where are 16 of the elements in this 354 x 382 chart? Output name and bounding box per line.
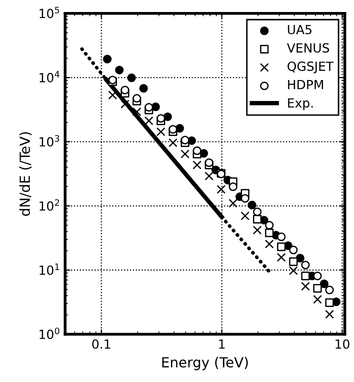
legend-label: QGSJET (288, 62, 334, 74)
legend-label: Exp. (288, 98, 313, 110)
x-tick-label: 1 (219, 339, 225, 349)
y-tick-label: 10$^{3}$ (40, 135, 60, 147)
y-tick-label: 10$^{2}$ (40, 199, 59, 211)
x-axis-title: Energy (TeV) (162, 356, 248, 370)
legend-label: UA5 (288, 25, 312, 34)
legend-label: VENUS (286, 43, 330, 53)
x-tick-label: 10 (336, 339, 350, 349)
legend-label: HDPM (288, 80, 323, 90)
y-axis-title: dN/dE (/TeV) (19, 132, 32, 216)
y-tick-label: 10$^{1}$ (40, 264, 60, 275)
y-tick-label: 10$^{4}$ (40, 71, 60, 82)
x-tick-label: 0.1 (92, 339, 110, 349)
y-tick-label: 10$^{0}$ (40, 328, 60, 340)
y-tick-label: 10$^{5}$ (40, 6, 60, 18)
